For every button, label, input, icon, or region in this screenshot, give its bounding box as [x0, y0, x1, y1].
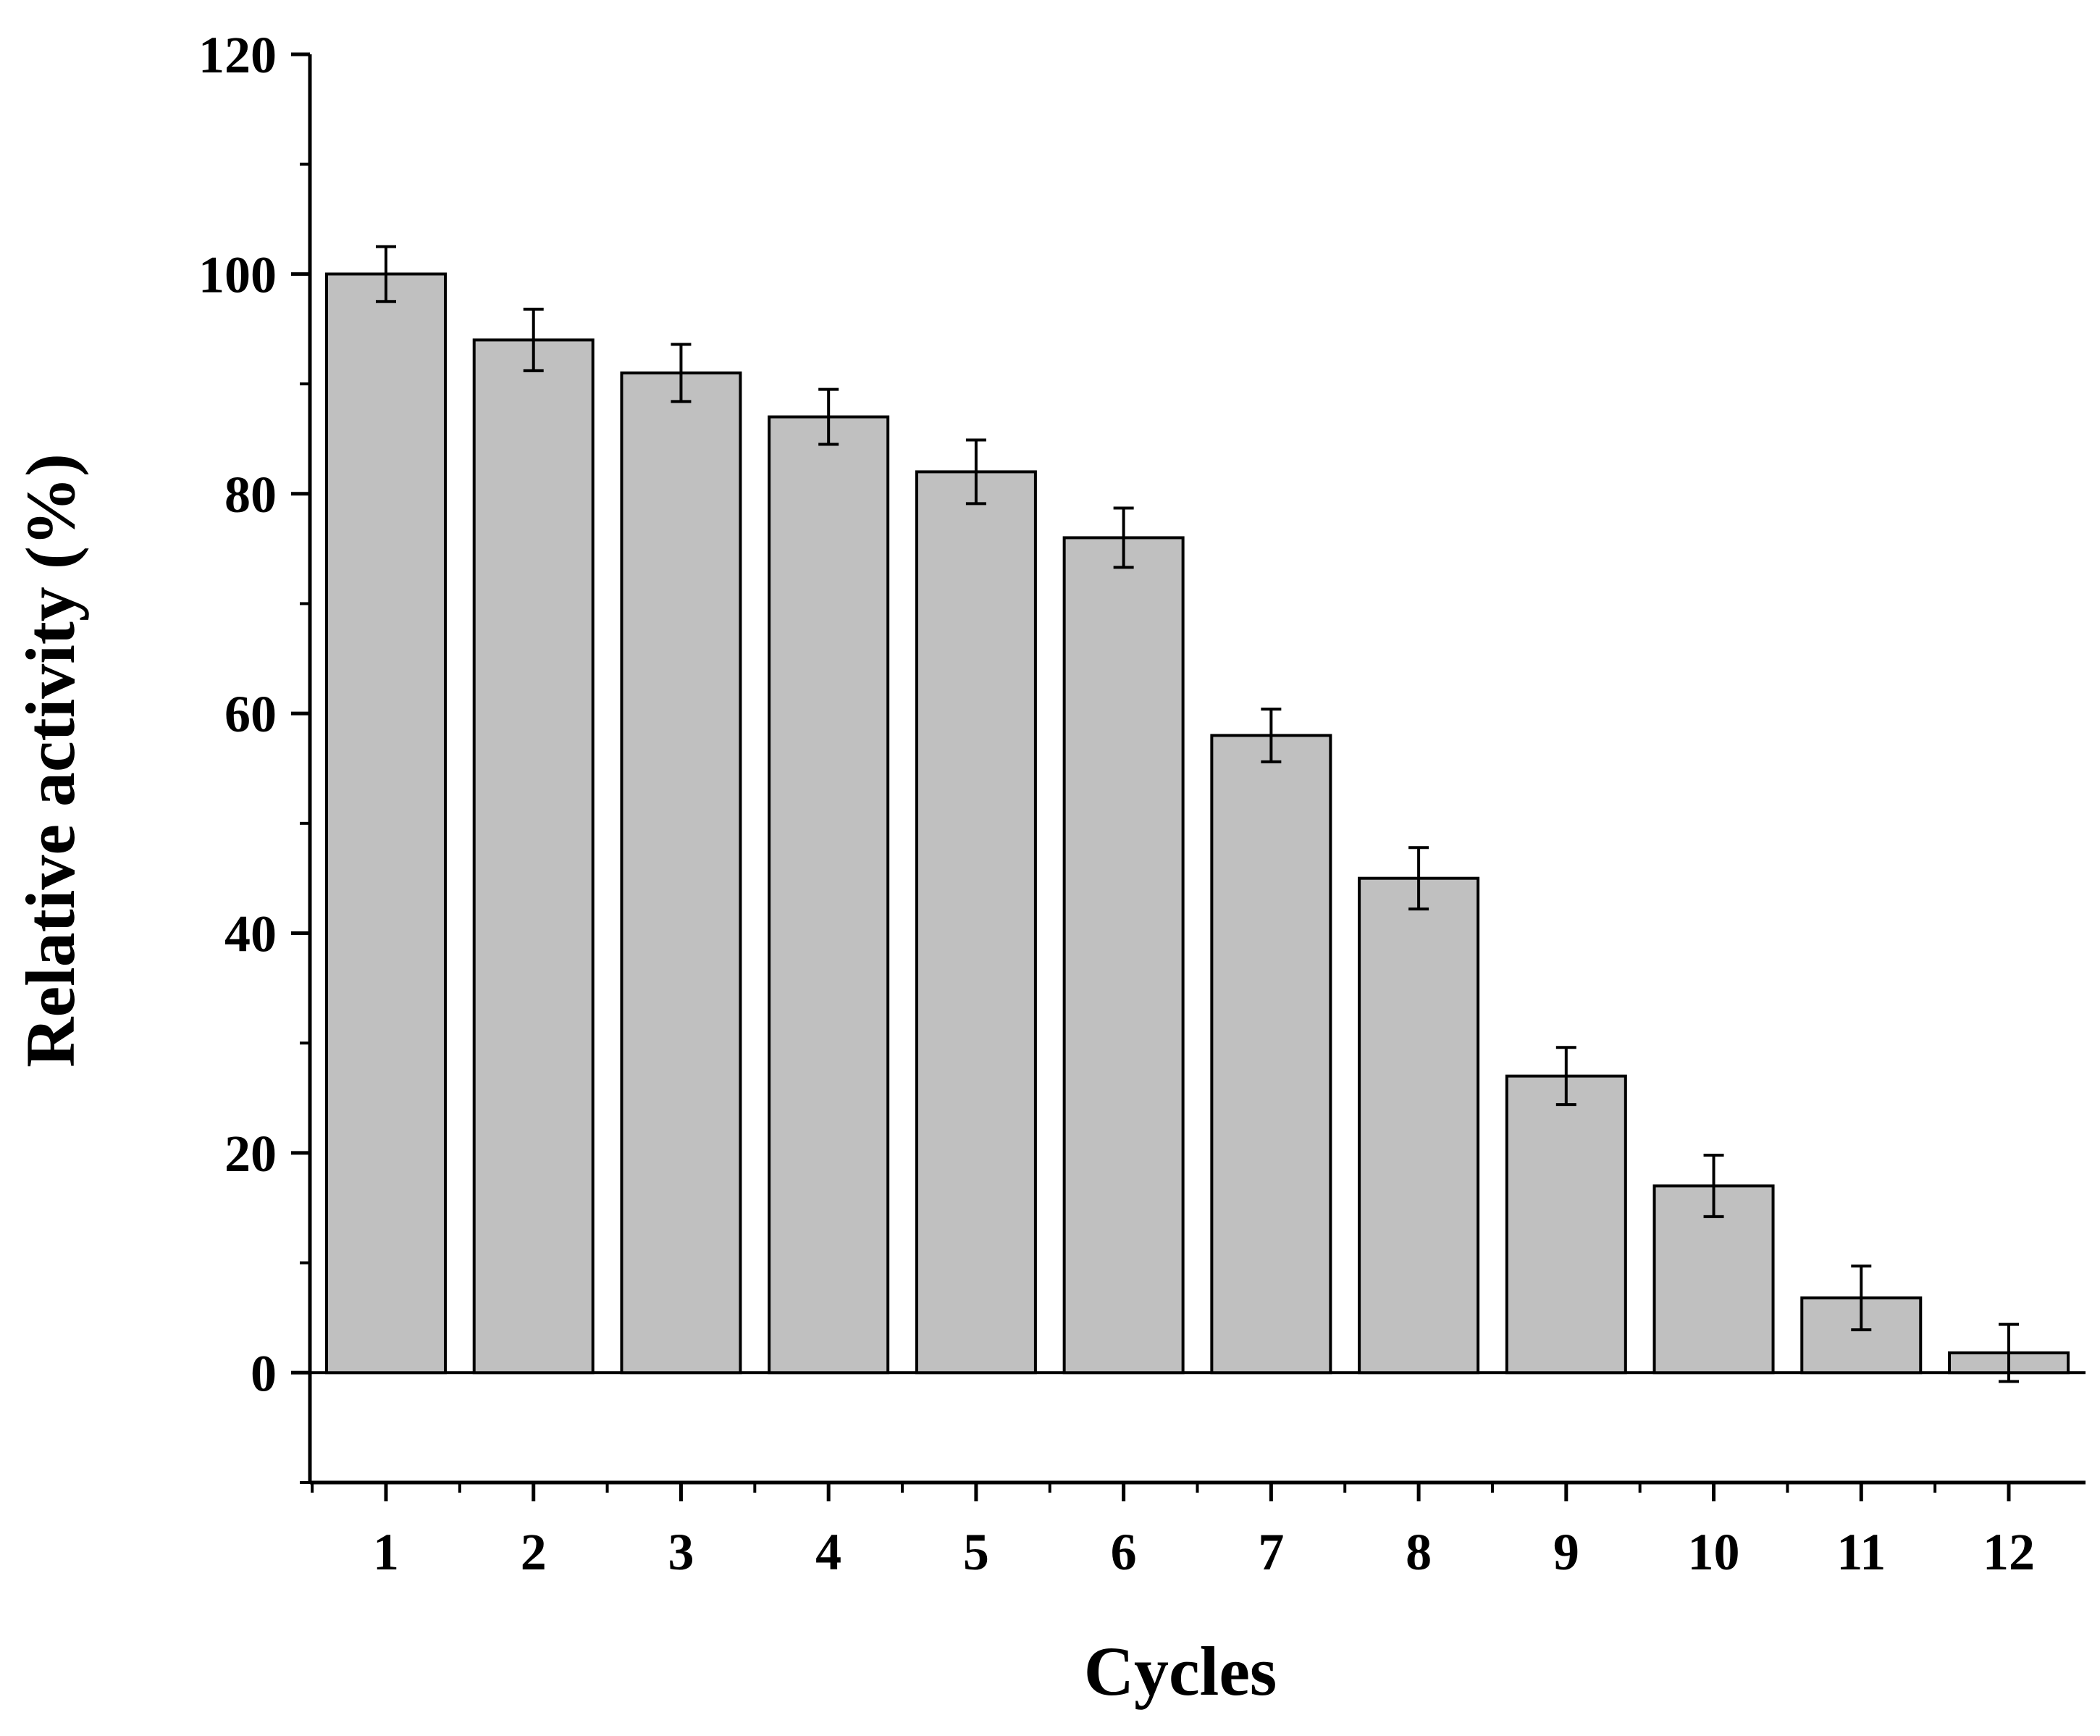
x-tick-label: 10	[1688, 1523, 1740, 1581]
bar-cycle-8	[1358, 876, 1480, 1375]
x-tick-label: 2	[521, 1523, 547, 1581]
bar-cycle-9	[1505, 1074, 1627, 1375]
bar-cycle-7	[1210, 734, 1332, 1375]
bar-cycle-3	[620, 371, 742, 1375]
x-tick-label: 11	[1836, 1523, 1886, 1581]
x-tick-label: 1	[373, 1523, 399, 1581]
x-tick-label: 5	[963, 1523, 989, 1581]
error-bars	[376, 245, 2019, 1383]
y-axis: 0 20 40 60 80 100 120	[198, 26, 312, 1484]
y-tick-label: 40	[224, 905, 277, 963]
x-tick-label: 6	[1111, 1523, 1137, 1581]
x-tick-label: 8	[1406, 1523, 1432, 1581]
y-tick-label: 60	[224, 685, 277, 743]
y-tick-label: 20	[224, 1125, 277, 1183]
bar-cycle-6	[1062, 536, 1185, 1375]
bar-cycle-1	[325, 272, 447, 1375]
x-axis-title: Cycles	[1084, 1632, 1277, 1710]
y-tick-label: 0	[251, 1344, 277, 1402]
bars	[325, 272, 2070, 1375]
y-tick-label: 80	[224, 466, 277, 524]
x-axis: 1 2 3 4 5 6 7 8 9 10 11 12	[310, 1371, 2086, 1581]
y-tick-label: 100	[198, 246, 277, 303]
y-tick-label: 120	[198, 26, 277, 84]
x-tick-label: 3	[668, 1523, 694, 1581]
x-tick-label: 9	[1553, 1523, 1579, 1581]
bar-cycle-2	[472, 338, 595, 1375]
bar-cycle-5	[915, 470, 1037, 1375]
x-tick-label: 12	[1983, 1523, 2035, 1581]
bar-cycle-4	[768, 415, 890, 1375]
x-tick-label: 7	[1258, 1523, 1284, 1581]
x-tick-label: 4	[815, 1523, 841, 1581]
y-axis-title: Relative activity (%)	[12, 453, 89, 1068]
